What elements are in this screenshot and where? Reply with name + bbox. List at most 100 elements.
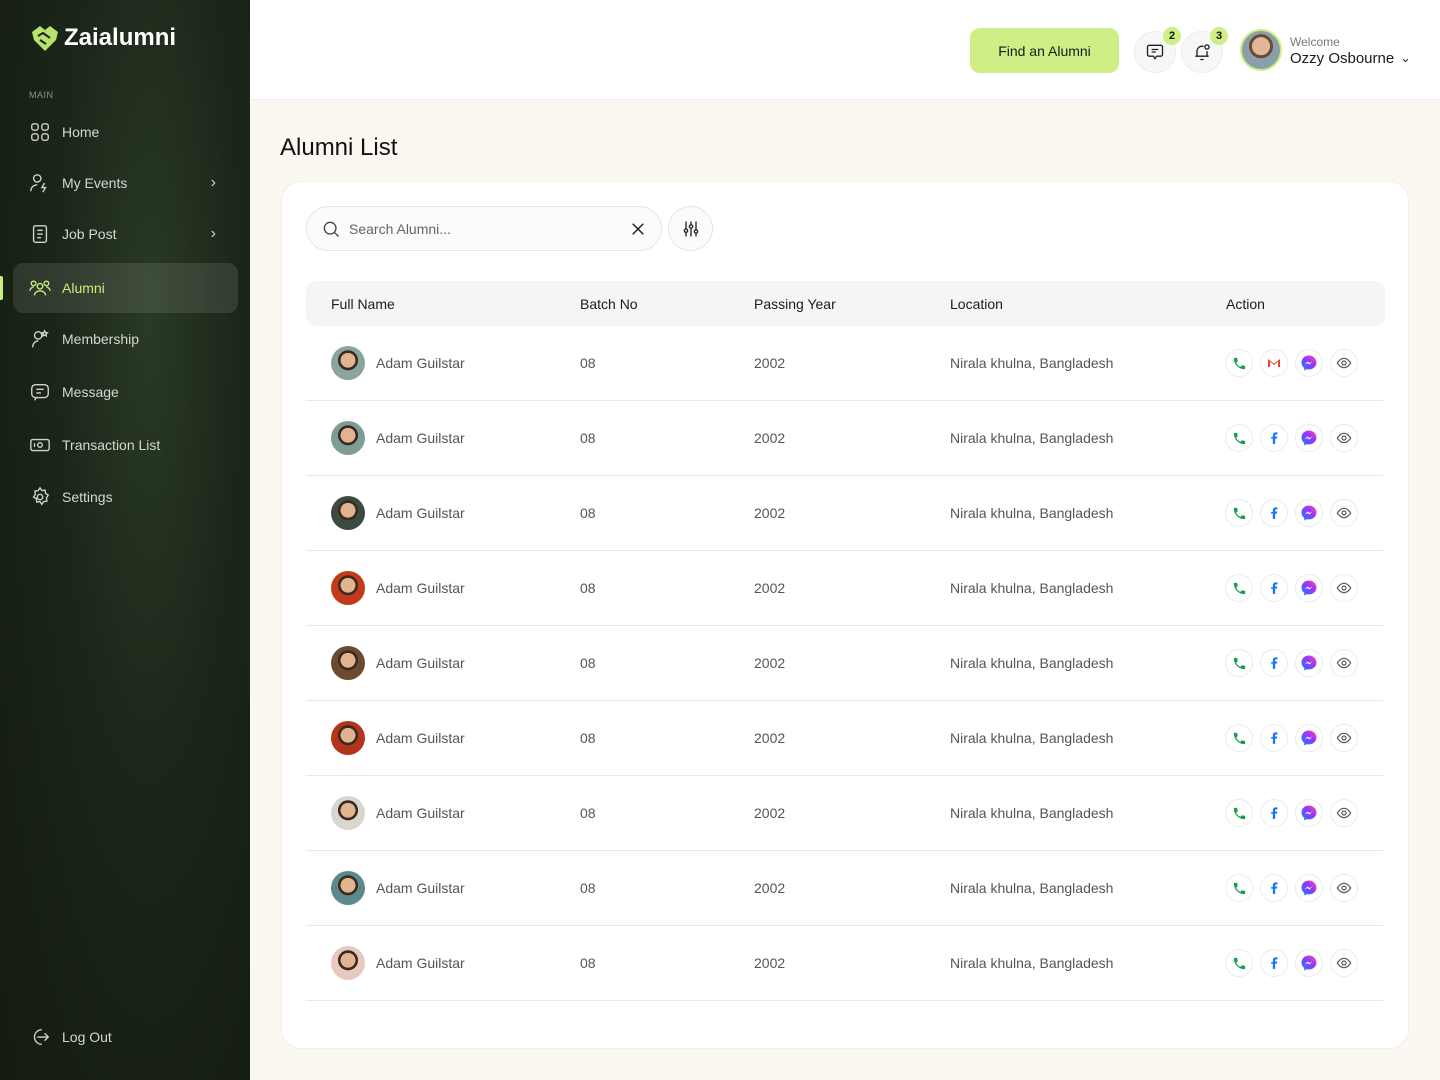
find-alumni-button[interactable]: Find an Alumni [970,28,1119,73]
view-button[interactable] [1330,874,1358,902]
facebook-icon [1271,657,1278,669]
call-button[interactable] [1225,499,1253,527]
email-button[interactable] [1260,349,1288,377]
money-icon [30,438,50,452]
call-button[interactable] [1225,574,1253,602]
messenger-button[interactable] [1295,724,1323,752]
messenger-button[interactable] [1295,424,1323,452]
chat-icon [1146,44,1164,60]
passing-year: 2002 [754,805,786,821]
sidebar-item-label: Home [62,124,100,140]
search-input[interactable] [349,220,621,237]
call-button[interactable] [1225,949,1253,977]
view-button[interactable] [1330,499,1358,527]
phone-icon [1233,957,1245,969]
view-button[interactable] [1330,424,1358,452]
chevron-down-icon[interactable]: ⌄ [1400,50,1411,65]
table-row: Adam Guilstar 08 2002 Nirala khulna, Ban… [306,851,1383,926]
facebook-button[interactable] [1260,649,1288,677]
messenger-button[interactable] [1295,649,1323,677]
view-button[interactable] [1330,349,1358,377]
sidebar-item-my-events[interactable]: My Events › [13,158,238,208]
view-button[interactable] [1330,799,1358,827]
messenger-icon [1301,730,1317,746]
notifications-badge: 3 [1210,27,1228,45]
full-name: Adam Guilstar [376,880,465,896]
call-button[interactable] [1225,349,1253,377]
passing-year: 2002 [754,505,786,521]
facebook-button[interactable] [1260,724,1288,752]
sidebar-item-home[interactable]: Home [13,107,238,157]
facebook-icon [1271,732,1278,744]
row-actions [1225,949,1358,977]
facebook-button[interactable] [1260,949,1288,977]
chevron-right-icon[interactable]: › [210,225,216,242]
logout-label: Log Out [62,1029,112,1045]
facebook-button[interactable] [1260,574,1288,602]
call-button[interactable] [1225,724,1253,752]
call-button[interactable] [1225,874,1253,902]
chevron-right-icon[interactable]: › [210,174,216,191]
messenger-button[interactable] [1295,499,1323,527]
view-button[interactable] [1330,649,1358,677]
column-full-name: Full Name [331,295,395,312]
sidebar-item-message[interactable]: Message [13,367,238,417]
messages-button[interactable]: 2 [1134,27,1181,73]
facebook-button[interactable] [1260,799,1288,827]
sidebar-item-transaction-list[interactable]: Transaction List [13,420,238,470]
full-name: Adam Guilstar [376,805,465,821]
sidebar-item-alumni[interactable]: Alumni [13,263,238,313]
messenger-button[interactable] [1295,574,1323,602]
messenger-button[interactable] [1295,949,1323,977]
avatar [331,946,365,980]
search-box [306,206,662,251]
phone-icon [1233,882,1245,894]
phone-icon [1233,357,1245,369]
logout-button[interactable]: Log Out [13,1012,238,1062]
sidebar: Zaialumni MAIN Home My Events › Job Post… [0,0,250,1080]
sidebar-item-settings[interactable]: Settings [13,472,238,522]
view-button[interactable] [1330,949,1358,977]
view-button[interactable] [1330,574,1358,602]
sidebar-item-label: Settings [62,489,113,505]
passing-year: 2002 [754,355,786,371]
facebook-icon [1271,882,1278,894]
passing-year: 2002 [754,955,786,971]
eye-icon [1336,882,1352,894]
facebook-button[interactable] [1260,499,1288,527]
view-button[interactable] [1330,724,1358,752]
eye-icon [1336,957,1352,969]
messenger-button[interactable] [1295,349,1323,377]
user-bolt-icon [30,174,47,193]
location: Nirala khulna, Bangladesh [950,505,1114,521]
notifications-button[interactable]: 3 [1181,27,1228,73]
row-actions [1225,499,1358,527]
avatar [331,796,365,830]
filter-button[interactable] [668,206,713,251]
passing-year: 2002 [754,655,786,671]
location: Nirala khulna, Bangladesh [950,730,1114,746]
sidebar-item-job-post[interactable]: Job Post › [13,209,238,259]
facebook-button[interactable] [1260,874,1288,902]
logo[interactable]: Zaialumni [30,24,176,52]
call-button[interactable] [1225,799,1253,827]
search-icon [323,221,339,237]
messenger-button[interactable] [1295,799,1323,827]
users-icon [29,280,51,296]
table-row: Adam Guilstar 08 2002 Nirala khulna, Ban… [306,476,1383,551]
call-button[interactable] [1225,424,1253,452]
batch-no: 08 [580,730,596,746]
sidebar-item-membership[interactable]: Membership [13,314,238,364]
username[interactable]: Ozzy Osbourne [1290,50,1395,67]
close-icon[interactable] [629,220,647,238]
eye-icon [1336,732,1352,744]
welcome-label: Welcome [1290,35,1340,49]
user-avatar[interactable] [1240,29,1282,71]
phone-icon [1233,432,1245,444]
call-button[interactable] [1225,649,1253,677]
row-actions [1225,574,1358,602]
messenger-button[interactable] [1295,874,1323,902]
facebook-button[interactable] [1260,424,1288,452]
full-name: Adam Guilstar [376,580,465,596]
facebook-icon [1271,507,1278,519]
